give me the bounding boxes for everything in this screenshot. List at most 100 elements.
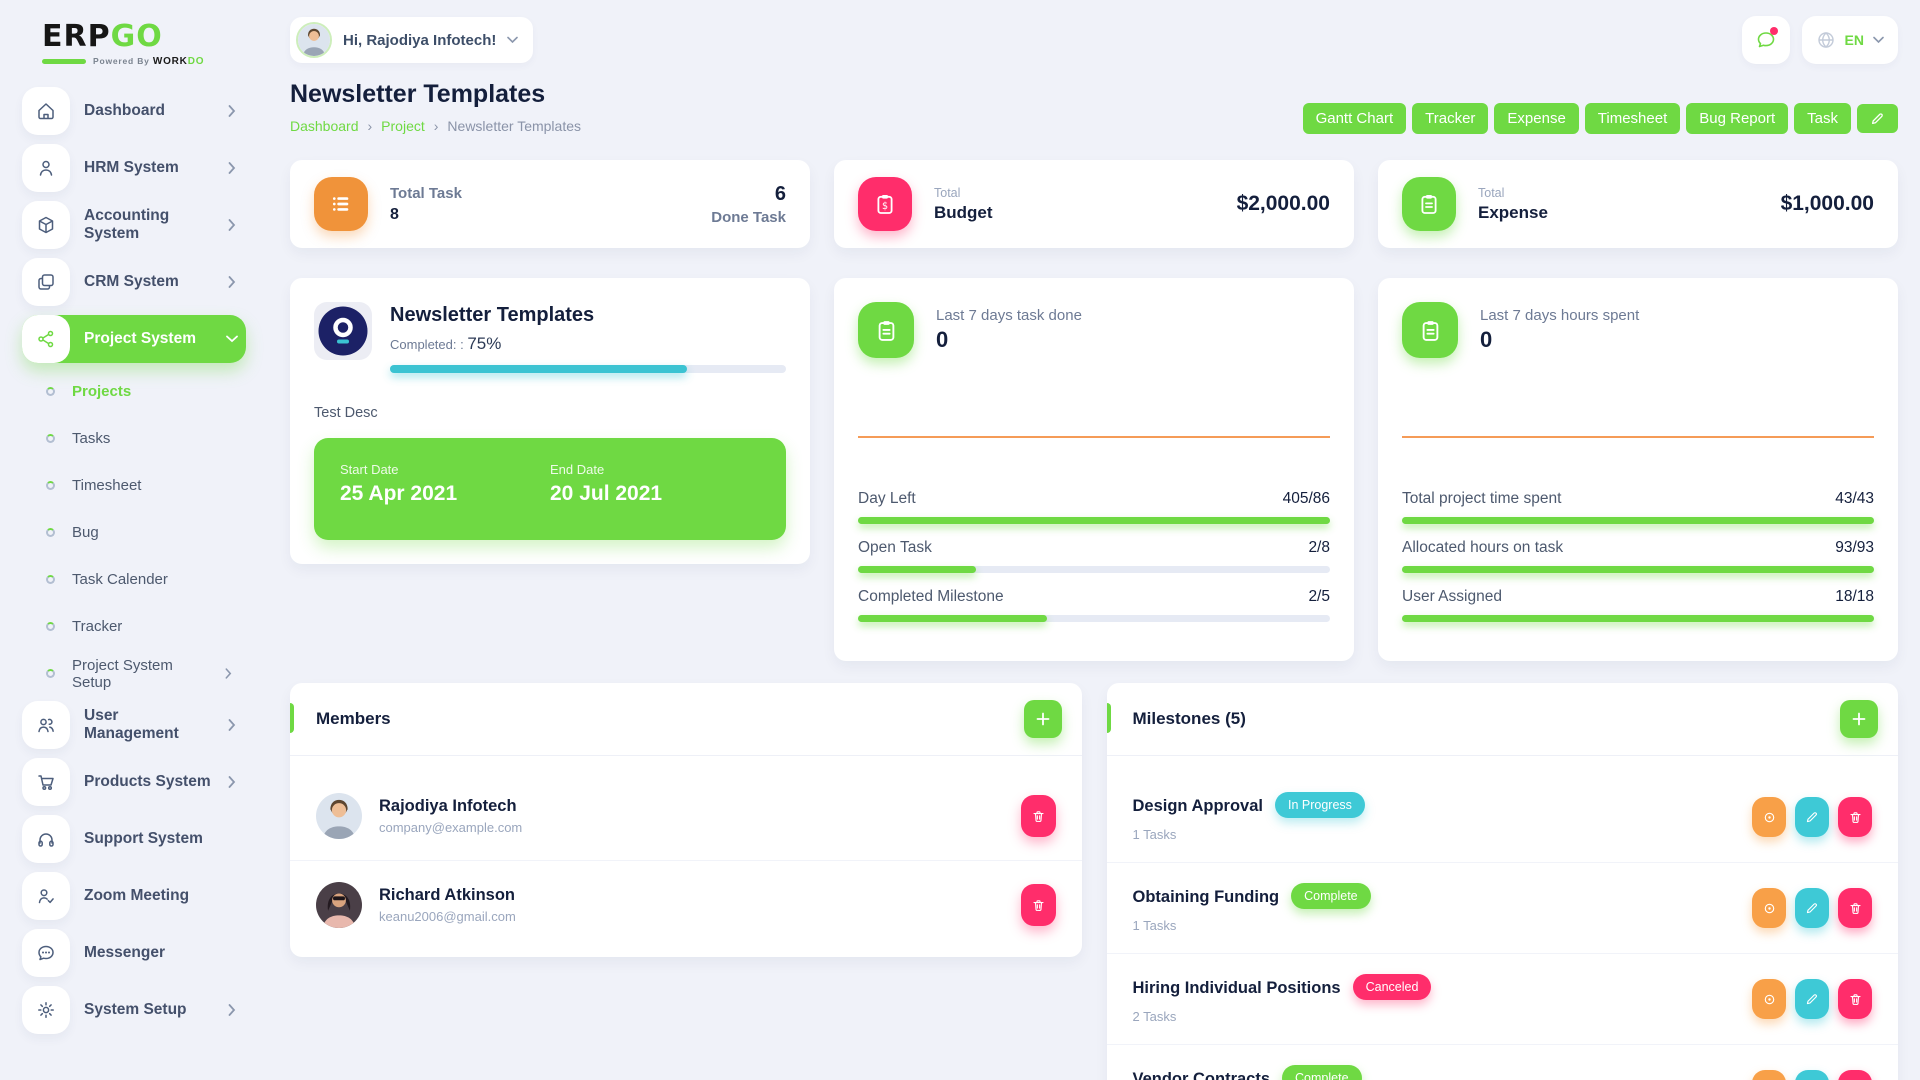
sidebar-subitem-tasks[interactable]: Tasks: [22, 419, 246, 458]
sidebar-item-label: Messenger: [84, 944, 165, 961]
home-icon: [22, 87, 70, 135]
sidebar-item-label: User Management: [84, 707, 179, 742]
sidebar-item-label: Project System: [84, 330, 196, 347]
task-done-value: 0: [936, 327, 949, 352]
progress-track: [858, 566, 1330, 573]
edit-project-button[interactable]: [1857, 104, 1898, 133]
member-avatar: [316, 882, 362, 928]
delete-milestone-button[interactable]: [1838, 888, 1872, 928]
breadcrumb-project[interactable]: Project: [381, 118, 425, 134]
tracker-button[interactable]: Tracker: [1412, 103, 1489, 134]
progress-row-allocated-hours: Allocated hours on task 93/93: [1402, 539, 1874, 573]
sidebar-item-support-system[interactable]: Support System: [22, 815, 246, 863]
done-task-value: 6: [774, 182, 786, 205]
task-button[interactable]: Task: [1794, 103, 1851, 134]
expense-total-label: Total: [1478, 185, 1505, 200]
view-milestone-button[interactable]: [1752, 979, 1786, 1019]
sidebar-subitem-project-system-setup[interactable]: Project System Setup: [22, 654, 246, 693]
hours-spent-value: 0: [1480, 327, 1493, 352]
chevron-right-icon: [228, 719, 236, 731]
sidebar-subitem-timesheet[interactable]: Timesheet: [22, 466, 246, 505]
total-task-card: Total Task 8 6 Done Task: [290, 160, 810, 248]
expense-clipboard-icon: [1402, 177, 1456, 231]
sidebar-item-dashboard[interactable]: Dashboard: [22, 87, 246, 135]
sidebar-item-project-system[interactable]: Project System: [22, 315, 246, 363]
chevron-right-icon: [228, 162, 236, 174]
member-name: Richard Atkinson: [379, 886, 515, 904]
edit-milestone-button[interactable]: [1795, 797, 1829, 837]
delete-member-button[interactable]: [1020, 884, 1056, 926]
green-accent-bar: [290, 703, 294, 733]
member-row: Richard Atkinson keanu2006@gmail.com: [290, 861, 1082, 949]
edit-milestone-button[interactable]: [1795, 1070, 1829, 1080]
user-icon: [22, 144, 70, 192]
globe-icon: [1816, 30, 1836, 50]
brand-tagline: Powered By WORKDO: [42, 56, 246, 67]
delete-member-button[interactable]: [1020, 795, 1056, 837]
edit-milestone-button[interactable]: [1795, 979, 1829, 1019]
budget-total-label: Total: [934, 185, 961, 200]
expense-button[interactable]: Expense: [1494, 103, 1579, 134]
sidebar-subitem-tracker[interactable]: Tracker: [22, 607, 246, 646]
end-date-label: End Date: [550, 462, 605, 477]
budget-label: Budget: [934, 202, 993, 222]
bug-report-button[interactable]: Bug Report: [1686, 103, 1789, 134]
sidebar-item-hrm-system[interactable]: HRM System: [22, 144, 246, 192]
timesheet-button[interactable]: Timesheet: [1584, 103, 1681, 134]
topbar: Hi, Rajodiya Infotech! EN: [290, 16, 1898, 64]
sidebar-item-system-setup[interactable]: System Setup: [22, 986, 246, 1034]
milestones-header: Milestones (5): [1106, 683, 1898, 756]
project-completed: Completed: : 75%: [390, 334, 786, 354]
sidebar-subitem-bug[interactable]: Bug: [22, 513, 246, 552]
edit-milestone-button[interactable]: [1795, 888, 1829, 928]
add-milestone-button[interactable]: [1840, 700, 1878, 738]
sidebar-subitem-projects[interactable]: Projects: [22, 372, 246, 411]
milestone-name: Obtaining Funding: [1132, 888, 1280, 906]
progress-track: [1402, 517, 1874, 524]
sidebar-item-products-system[interactable]: Products System: [22, 758, 246, 806]
clipboard-icon: [858, 302, 914, 358]
delete-milestone-button[interactable]: [1838, 1070, 1872, 1080]
end-date-value: 20 Jul 2021: [550, 482, 663, 505]
sidebar-item-crm-system[interactable]: CRM System: [22, 258, 246, 306]
sidebar-item-label: Products System: [84, 773, 211, 790]
brand-name-erp: ERP: [42, 19, 111, 54]
view-milestone-button[interactable]: [1752, 1070, 1786, 1080]
sidebar-item-user-management[interactable]: User Management: [22, 701, 246, 749]
user-menu[interactable]: Hi, Rajodiya Infotech!: [290, 17, 534, 63]
notifications-button[interactable]: [1741, 16, 1790, 64]
sidebar-nav: Dashboard HRM System Accounting System C…: [22, 87, 246, 1034]
language-selector[interactable]: EN: [1801, 16, 1898, 64]
sparkline-zero-line: [858, 436, 1330, 438]
milestones-card: Milestones (5) Design Approval In Progres…: [1106, 683, 1898, 1080]
add-member-button[interactable]: [1023, 700, 1062, 738]
tagline-work: WORK: [152, 56, 188, 67]
list-icon: [314, 177, 368, 231]
sidebar-item-label: Timesheet: [72, 477, 142, 494]
view-milestone-button[interactable]: [1752, 797, 1786, 837]
sidebar-subitem-task-calender[interactable]: Task Calender: [22, 560, 246, 599]
sidebar-item-label: HRM System: [84, 159, 179, 176]
progress-row-user-assigned: User Assigned 18/18: [1402, 588, 1874, 622]
start-date-label: Start Date: [340, 462, 399, 477]
progress-value: 2/5: [1308, 588, 1330, 605]
sidebar-item-accounting-system[interactable]: Accounting System: [22, 201, 246, 249]
sidebar-item-zoom-meeting[interactable]: Zoom Meeting: [22, 872, 246, 920]
gantt-chart-button[interactable]: Gantt Chart: [1302, 103, 1407, 134]
view-milestone-button[interactable]: [1752, 888, 1786, 928]
milestone-row: Obtaining Funding Complete 1 Tasks: [1106, 863, 1898, 954]
project-logo: [314, 302, 372, 360]
milestone-actions: [1752, 797, 1872, 837]
delete-milestone-button[interactable]: [1838, 797, 1872, 837]
pencil-icon: [1806, 812, 1817, 823]
sidebar-item-messenger[interactable]: Messenger: [22, 929, 246, 977]
progress-label: Total project time spent: [1402, 490, 1562, 507]
sidebar-item-label: Zoom Meeting: [84, 887, 190, 904]
total-task-label: Total Task: [390, 184, 462, 202]
delete-milestone-button[interactable]: [1838, 979, 1872, 1019]
trash-icon: [1032, 899, 1044, 911]
sidebar-item-label: System Setup: [84, 1001, 187, 1018]
breadcrumb-dashboard[interactable]: Dashboard: [290, 118, 359, 134]
member-name: Rajodiya Infotech: [379, 797, 517, 815]
user-greeting: Hi, Rajodiya Infotech!: [343, 31, 497, 49]
